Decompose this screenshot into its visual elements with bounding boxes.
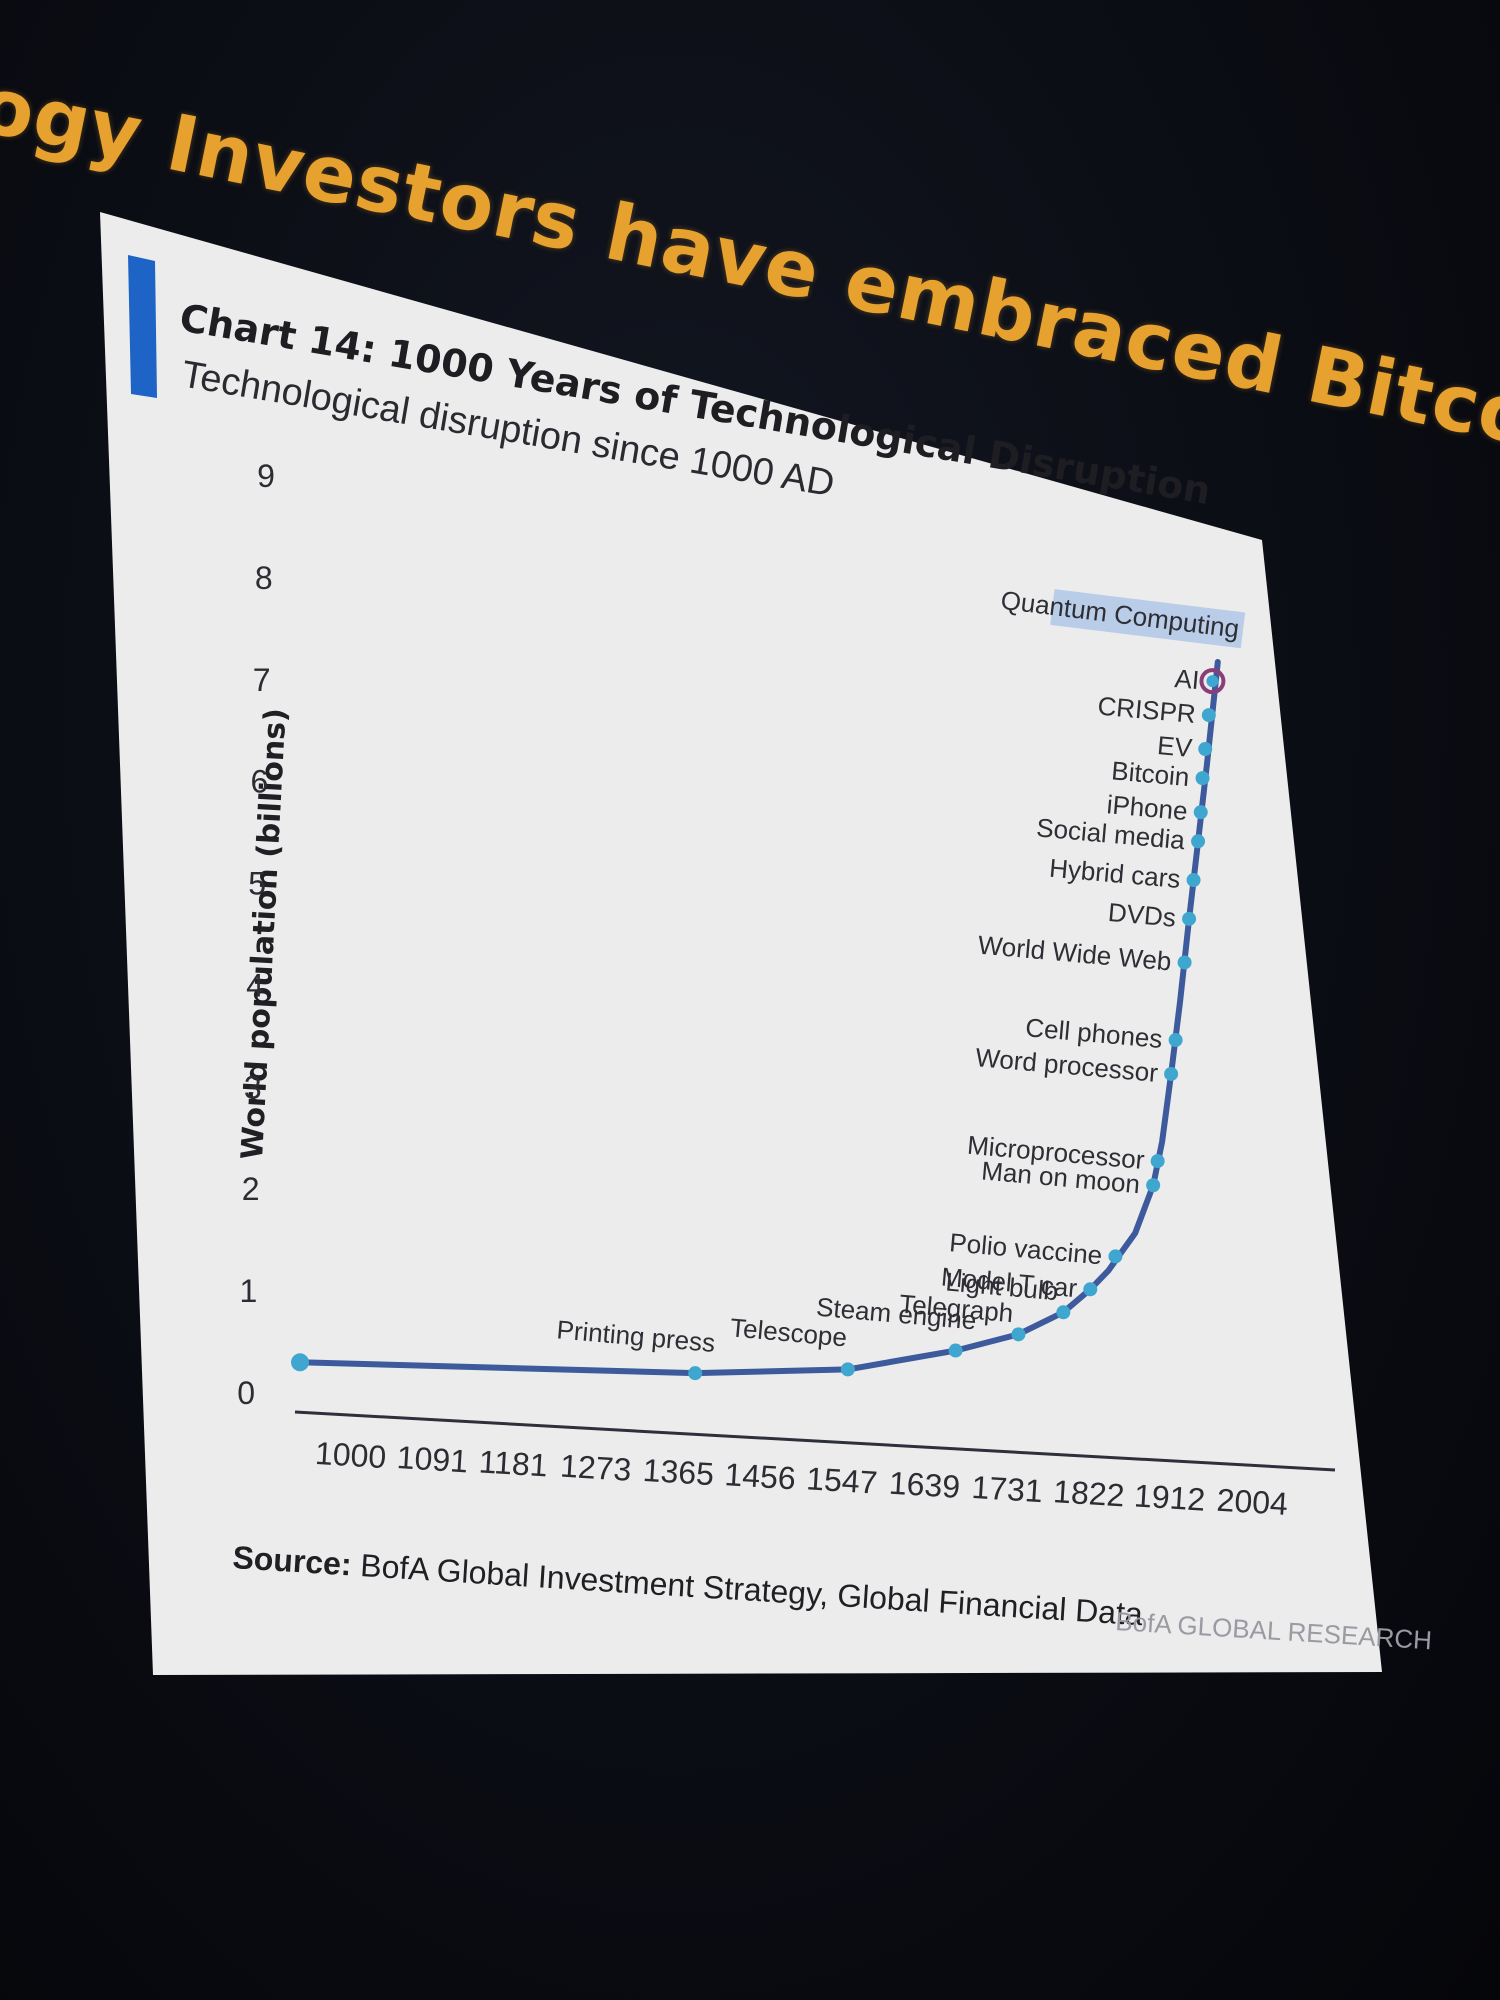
x-tick-label: 1365: [642, 1452, 715, 1492]
event-marker: [1201, 708, 1216, 723]
axis-layer: 0 1 2 3 4 5 6 7 8 9 1000 1091 1181 1273 1365 1456 1547 16…: [237, 458, 1336, 1522]
event-marker: [1056, 1305, 1071, 1320]
x-tick-label: 1822: [1052, 1473, 1125, 1513]
x-tick-label: 1912: [1133, 1477, 1206, 1517]
event-label: DVDs: [1107, 897, 1177, 933]
y-tick-label: 5: [248, 866, 266, 902]
highlight-box: [1050, 589, 1246, 649]
y-tick-label: 6: [251, 764, 269, 800]
event-marker: [1150, 1154, 1165, 1169]
event-marker: [1011, 1327, 1026, 1342]
event-marker: [1198, 742, 1213, 757]
x-tick-label: 1273: [559, 1448, 632, 1488]
event-label: EV: [1156, 730, 1194, 763]
y-tick-label: 0: [237, 1375, 255, 1411]
y-tick-label: 7: [253, 662, 271, 698]
x-tick-label: 2004: [1216, 1482, 1289, 1522]
y-tick-label: 4: [246, 967, 264, 1003]
event-marker: [1168, 1033, 1183, 1048]
x-tick-label: 1731: [971, 1469, 1044, 1509]
event-marker: [1146, 1178, 1161, 1193]
event-marker: [688, 1366, 703, 1381]
event-marker: [1177, 955, 1192, 970]
event-label: iPhone: [1106, 789, 1189, 826]
y-tick-label: 2: [242, 1171, 260, 1207]
event-marker: [948, 1343, 963, 1358]
event-marker: [1164, 1066, 1179, 1081]
start-marker: [291, 1353, 309, 1372]
event-label: AI: [1173, 663, 1200, 695]
event-marker: [1191, 834, 1206, 849]
event-marker: [1182, 911, 1197, 926]
y-tick-label: 1: [240, 1273, 258, 1309]
event-marker: [840, 1362, 855, 1377]
event-marker: [1195, 771, 1210, 786]
event-marker: [1193, 805, 1208, 820]
y-tick-label: 3: [244, 1069, 262, 1105]
x-tick-label: 1547: [805, 1460, 878, 1500]
x-axis-line: [294, 1410, 1336, 1472]
population-line: [297, 659, 1221, 1377]
series-layer: [291, 659, 1221, 1377]
x-tick-label: 1639: [888, 1465, 961, 1505]
x-tick-label: 1000: [314, 1435, 387, 1475]
x-tick-label: 1181: [478, 1443, 549, 1483]
event-marker: [1186, 873, 1201, 888]
event-label: Bitcoin: [1110, 755, 1190, 792]
accent-bar: [128, 255, 157, 398]
x-tick-label: 1091: [396, 1439, 469, 1479]
event-marker: [1206, 675, 1219, 688]
event-marker: [1108, 1249, 1123, 1264]
x-tick-label: 1456: [724, 1456, 797, 1496]
event-marker: [1083, 1282, 1098, 1297]
y-tick-label: 8: [255, 560, 273, 596]
event-marker: [1199, 668, 1226, 695]
source-label: Source:: [232, 1539, 353, 1582]
y-tick-label: 9: [257, 458, 275, 494]
